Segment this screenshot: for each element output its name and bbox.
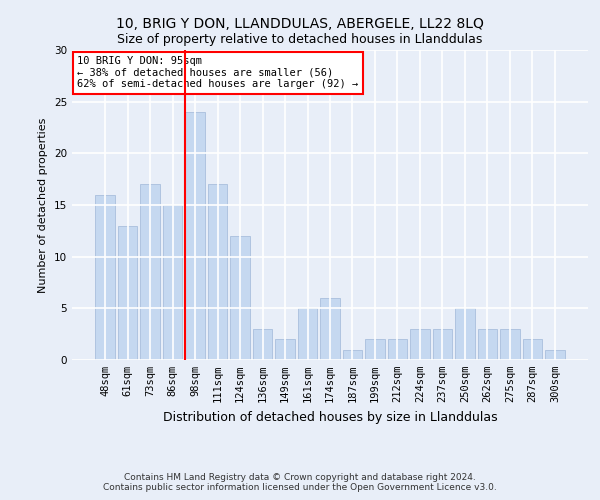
Bar xyxy=(253,329,272,360)
Bar xyxy=(433,329,452,360)
Text: Contains HM Land Registry data © Crown copyright and database right 2024.
Contai: Contains HM Land Registry data © Crown c… xyxy=(103,473,497,492)
Bar xyxy=(500,329,520,360)
Bar xyxy=(298,308,317,360)
Bar xyxy=(478,329,497,360)
Bar xyxy=(410,329,430,360)
Text: Size of property relative to detached houses in Llanddulas: Size of property relative to detached ho… xyxy=(118,32,482,46)
Bar xyxy=(118,226,137,360)
Bar xyxy=(388,340,407,360)
Bar xyxy=(275,340,295,360)
Bar xyxy=(95,194,115,360)
Bar xyxy=(230,236,250,360)
Bar xyxy=(163,205,182,360)
Bar xyxy=(365,340,385,360)
Bar xyxy=(208,184,227,360)
Bar xyxy=(185,112,205,360)
X-axis label: Distribution of detached houses by size in Llanddulas: Distribution of detached houses by size … xyxy=(163,410,497,424)
Bar xyxy=(320,298,340,360)
Bar xyxy=(343,350,362,360)
Y-axis label: Number of detached properties: Number of detached properties xyxy=(38,118,49,292)
Text: 10, BRIG Y DON, LLANDDULAS, ABERGELE, LL22 8LQ: 10, BRIG Y DON, LLANDDULAS, ABERGELE, LL… xyxy=(116,18,484,32)
Bar xyxy=(455,308,475,360)
Bar xyxy=(140,184,160,360)
Bar xyxy=(545,350,565,360)
Text: 10 BRIG Y DON: 95sqm
← 38% of detached houses are smaller (56)
62% of semi-detac: 10 BRIG Y DON: 95sqm ← 38% of detached h… xyxy=(77,56,358,90)
Bar xyxy=(523,340,542,360)
